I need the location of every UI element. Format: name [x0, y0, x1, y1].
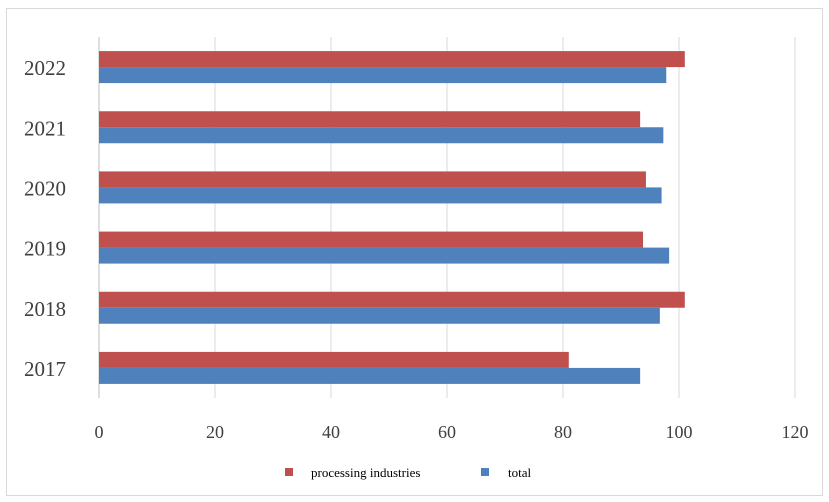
x-tick-label-120: 120 [782, 422, 809, 442]
y-category-label-2020: 2020 [24, 176, 66, 200]
legend-marker-processing-industries [285, 468, 293, 476]
legend: processing industries total [285, 465, 531, 480]
bar-processing-industries-2019 [99, 231, 644, 248]
bar-processing-industries-2017 [99, 351, 569, 368]
bar-total-2019 [99, 247, 670, 264]
legend-label-processing-industries: processing industries [311, 465, 420, 480]
y-category-label-2017: 2017 [24, 357, 66, 381]
value-axis: 0 20 40 60 80 100 120 [95, 422, 809, 442]
bar-processing-industries-2020 [99, 171, 646, 188]
bar-total-2020 [99, 187, 662, 204]
y-category-label-2021: 2021 [24, 116, 66, 140]
bar-total-2022 [99, 67, 667, 84]
category-axis: 2017 2018 2019 2020 2021 2022 [24, 56, 66, 381]
bar-processing-industries-2022 [99, 51, 685, 68]
x-tick-label-20: 20 [206, 422, 224, 442]
legend-label-total: total [508, 465, 531, 480]
y-category-label-2019: 2019 [24, 237, 66, 261]
x-tick-label-0: 0 [95, 422, 104, 442]
y-category-label-2022: 2022 [24, 56, 66, 80]
x-tick-label-100: 100 [666, 422, 693, 442]
x-tick-label-80: 80 [554, 422, 572, 442]
x-tick-label-60: 60 [438, 422, 456, 442]
bar-processing-industries-2021 [99, 111, 641, 128]
bars [99, 51, 685, 384]
y-category-label-2018: 2018 [24, 297, 66, 321]
bar-total-2021 [99, 127, 664, 144]
gridlines [98, 37, 796, 398]
bar-processing-industries-2018 [99, 291, 685, 308]
bar-total-2017 [99, 367, 641, 384]
bar-total-2018 [99, 307, 660, 324]
x-tick-label-40: 40 [322, 422, 340, 442]
legend-marker-total [481, 468, 489, 476]
